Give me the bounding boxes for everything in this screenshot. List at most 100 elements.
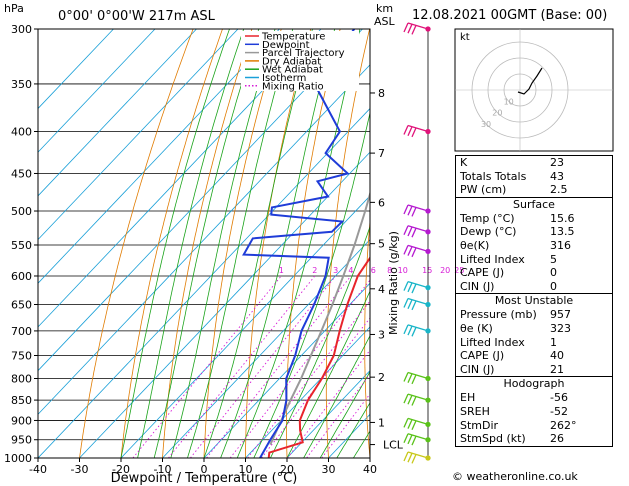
- pressure-tick-label: 900: [11, 414, 32, 427]
- wet-adiabat-line: [203, 29, 313, 458]
- credit-text: © weatheronline.co.uk: [452, 470, 578, 483]
- wet-adiabat-line: [319, 370, 370, 458]
- wind-barb-feather: [407, 299, 413, 309]
- isotherm-line: [245, 326, 370, 458]
- index-row: Dewp (°C) 13.5: [456, 225, 612, 239]
- index-label: K: [460, 156, 468, 169]
- wind-barb-shaft: [407, 124, 429, 133]
- index-label: StmSpd (kt): [460, 432, 526, 446]
- isotherm-line: [162, 238, 370, 458]
- wind-barb-feather: [403, 418, 409, 428]
- wind-barb-feather: [411, 420, 417, 431]
- dry-adiabat-line: [162, 29, 253, 458]
- index-label: SREH: [460, 404, 490, 418]
- temperature-tick-label: -40: [29, 463, 47, 476]
- pressure-tick-label: 750: [11, 349, 32, 362]
- index-label: Lifted Index: [460, 252, 525, 266]
- index-label: CIN (J): [460, 279, 495, 293]
- isotherm-line: [38, 29, 322, 328]
- index-value: 43: [550, 169, 564, 183]
- height-tick-label: 7: [378, 147, 385, 160]
- index-value: 26: [550, 432, 564, 446]
- wind-barb-shaft: [407, 297, 429, 306]
- wind-barb-shaft: [407, 22, 429, 30]
- wind-barb-feather: [407, 452, 413, 463]
- wind-barb: [403, 281, 431, 294]
- index-label: CAPE (J): [460, 266, 505, 280]
- dry-adiabat-line: [203, 29, 282, 458]
- mixing-ratio-tick-label: 3: [333, 266, 338, 275]
- wind-barb: [403, 225, 431, 238]
- wind-barb-feather: [407, 23, 413, 34]
- wind-barb-shaft: [407, 433, 429, 441]
- isotherm-line: [38, 29, 114, 110]
- wind-barb-feather: [411, 227, 417, 238]
- dry-adiabat-line: [120, 29, 223, 458]
- lcl-label: LCL: [383, 439, 404, 452]
- wind-barb-feather: [403, 433, 409, 443]
- index-value: 957: [550, 308, 571, 322]
- isotherm-line: [38, 29, 363, 372]
- wind-barb-feather: [407, 205, 413, 216]
- wind-barb: [403, 204, 431, 217]
- legend-label: Isotherm: [262, 73, 306, 84]
- dry-adiabat-line: [79, 29, 194, 458]
- index-value: 0: [550, 279, 557, 293]
- temperature-tick-label: 20: [280, 463, 294, 476]
- mixing-ratio-tick-label: 10: [398, 266, 408, 275]
- temperature-tick-label: -20: [112, 463, 130, 476]
- index-label: EH: [460, 391, 476, 405]
- height-tick-label: 3: [378, 328, 385, 341]
- wind-barb-feather: [411, 454, 417, 464]
- index-value: 23: [550, 156, 564, 169]
- pressure-tick-label: 400: [11, 126, 32, 139]
- wet-adiabat-line: [170, 29, 276, 458]
- index-label: CIN (J): [460, 362, 495, 376]
- wet-adiabat-line: [220, 29, 336, 458]
- index-label: StmDir: [460, 418, 499, 432]
- wind-barb-shaft: [407, 281, 429, 289]
- legend-label: Mixing Ratio: [262, 81, 324, 92]
- isotherm-line: [38, 29, 156, 153]
- wind-barb-feather: [403, 125, 409, 135]
- height-tick-label: 1: [378, 416, 385, 429]
- index-row: θe (K) 323: [456, 322, 612, 336]
- wind-barb-feather: [407, 395, 413, 405]
- wind-barb-shaft: [407, 417, 429, 426]
- wind-barb-feather: [403, 298, 409, 308]
- wind-barb-feather: [407, 226, 413, 237]
- wind-barb-feather: [407, 373, 413, 383]
- index-row: CAPE (J) 40: [456, 349, 612, 363]
- pressure-tick-label: 300: [11, 23, 32, 36]
- temperature-tick-label: -10: [154, 463, 172, 476]
- wind-barb-shaft: [407, 324, 429, 332]
- wind-barb-feather: [411, 25, 417, 35]
- wind-barb-feather: [407, 434, 413, 445]
- wind-barb-feather: [411, 327, 417, 337]
- mixing-ratio-line: [247, 300, 370, 458]
- wind-barb-feather: [407, 419, 413, 429]
- index-row: StmDir 262°: [456, 419, 612, 433]
- wind-barb-feather: [403, 22, 409, 33]
- wind-barb-feather: [411, 247, 417, 258]
- height-tick-label: 4: [378, 283, 385, 296]
- wind-barb-feather: [411, 300, 417, 311]
- wind-barb: [403, 22, 431, 35]
- wet-adiabat-line: [286, 290, 370, 458]
- dry-adiabat-line: [245, 29, 312, 458]
- mixing-ratio-tick-label: 1: [279, 266, 284, 275]
- index-row: K 23: [456, 156, 612, 170]
- wind-barb-feather: [403, 225, 409, 236]
- wind-barb-feather: [403, 324, 409, 335]
- mixing-ratio-tick-label: 8: [387, 266, 392, 275]
- isotherm-line: [79, 151, 370, 458]
- hodograph-ring-label: 20: [492, 109, 502, 118]
- pressure-tick-label: 1000: [4, 452, 32, 465]
- isotherm-line: [38, 29, 239, 241]
- wind-barb-feather: [403, 451, 409, 462]
- wind-barb: [403, 433, 431, 446]
- hodograph-ring-label: 10: [504, 97, 514, 106]
- index-row: CAPE (J) 0: [456, 266, 612, 280]
- pressure-tick-label: 350: [11, 78, 32, 91]
